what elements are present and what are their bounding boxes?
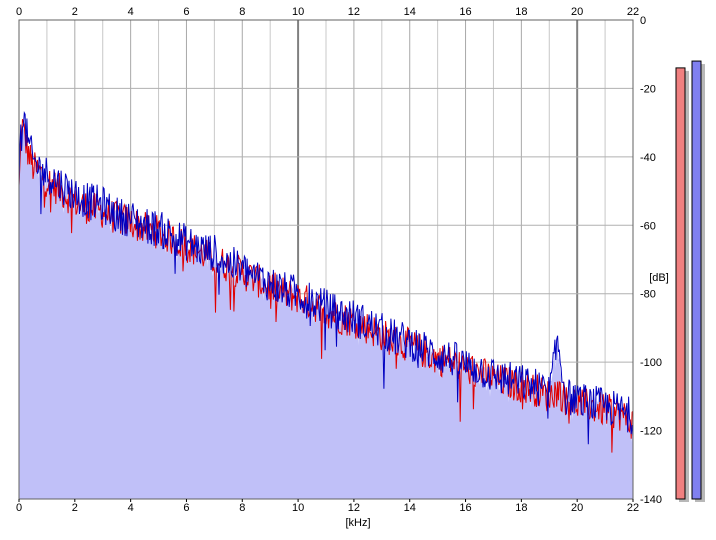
x-tick-label-top: 20 (571, 6, 583, 18)
x-tick-label-bottom: 10 (292, 502, 304, 514)
y-tick-label: -140 (640, 494, 662, 506)
meter-layer (675, 60, 705, 503)
x-tick-label-top: 22 (627, 6, 639, 18)
x-tick-label-top: 14 (404, 6, 416, 18)
x-tick-label-top: 12 (348, 6, 360, 18)
y-tick-label: 0 (640, 15, 646, 27)
x-tick-label-bottom: 6 (183, 502, 189, 514)
x-tick-label-bottom: 8 (239, 502, 245, 514)
y-tick-label: -40 (640, 152, 656, 164)
x-tick-label-bottom: 2 (72, 502, 78, 514)
y-tick-label: -100 (640, 357, 662, 369)
x-tick-label-bottom: 4 (128, 502, 134, 514)
plot-frame (18, 19, 634, 500)
x-tick-label-bottom: 18 (515, 502, 527, 514)
x-axis-label: [kHz] (345, 517, 370, 529)
x-tick-label-top: 10 (292, 6, 304, 18)
x-tick-label-bottom: 16 (459, 502, 471, 514)
x-tick-label-bottom: 12 (348, 502, 360, 514)
x-tick-label-bottom: 0 (16, 502, 22, 514)
x-tick-label-bottom: 14 (404, 502, 416, 514)
series-layer (18, 111, 634, 453)
y-tick-label: -120 (640, 426, 662, 438)
series-line-right (18, 111, 634, 445)
x-tick-label-top: 4 (128, 6, 134, 18)
axis-layer: 002244668810101212141416161818202022220-… (16, 6, 662, 514)
area-layer (19, 120, 633, 500)
y-tick-label: -80 (640, 289, 656, 301)
x-tick-label-top: 8 (239, 6, 245, 18)
spectrum-fill (19, 120, 633, 500)
y-tick-label: -60 (640, 220, 656, 232)
x-tick-label-top: 2 (72, 6, 78, 18)
x-tick-label-bottom: 20 (571, 502, 583, 514)
x-tick-label-bottom: 22 (627, 502, 639, 514)
x-tick-label-top: 18 (515, 6, 527, 18)
x-tick-label-top: 6 (183, 6, 189, 18)
y-axis-label: [dB] (649, 272, 669, 284)
level-meter-bar (675, 67, 686, 500)
x-tick-label-top: 0 (16, 6, 22, 18)
level-meter-bar (691, 60, 702, 500)
x-tick-label-top: 16 (459, 6, 471, 18)
y-tick-label: -20 (640, 83, 656, 95)
